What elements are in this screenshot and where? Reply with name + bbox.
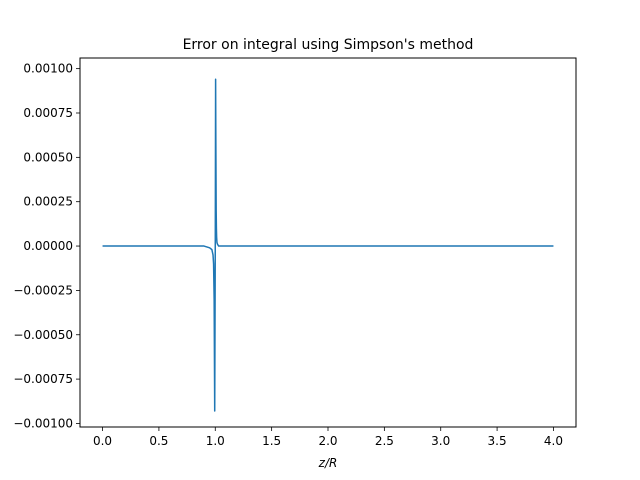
x-axis-label: z/R (318, 456, 338, 470)
x-tick-label: 4.0 (544, 434, 563, 448)
y-tick-label: 0.00075 (23, 106, 73, 120)
y-tick-label: −0.00100 (13, 416, 73, 430)
x-tick-label: 3.0 (431, 434, 450, 448)
chart-title: Error on integral using Simpson's method (183, 37, 474, 53)
y-axis: 0.00100 0.00075 0.00050 0.00025 0.00000 −0.00… (13, 62, 80, 430)
x-tick-label: 2.5 (375, 434, 394, 448)
y-tick-label: −0.00050 (13, 328, 73, 342)
plot-frame (79, 57, 577, 428)
y-tick-label: 0.00000 (23, 239, 73, 253)
x-axis: 0.0 0.5 1.0 1.5 2.0 2.5 3.0 3.5 4.0 (93, 427, 563, 448)
x-tick-label: 1.5 (262, 434, 281, 448)
x-tick-label: 2.0 (318, 434, 337, 448)
plot-area (79, 57, 577, 428)
series-line (102, 78, 554, 412)
y-tick-label: 0.00050 (23, 150, 73, 164)
x-tick-label: 1.0 (206, 434, 225, 448)
y-tick-label: 0.00025 (23, 195, 73, 209)
x-tick-label: 3.5 (488, 434, 507, 448)
y-tick-label: −0.00075 (13, 372, 73, 386)
y-tick-label: 0.00100 (23, 62, 73, 76)
y-tick-label: −0.00025 (13, 283, 73, 297)
x-tick-label: 0.5 (149, 434, 168, 448)
x-tick-label: 0.0 (93, 434, 112, 448)
